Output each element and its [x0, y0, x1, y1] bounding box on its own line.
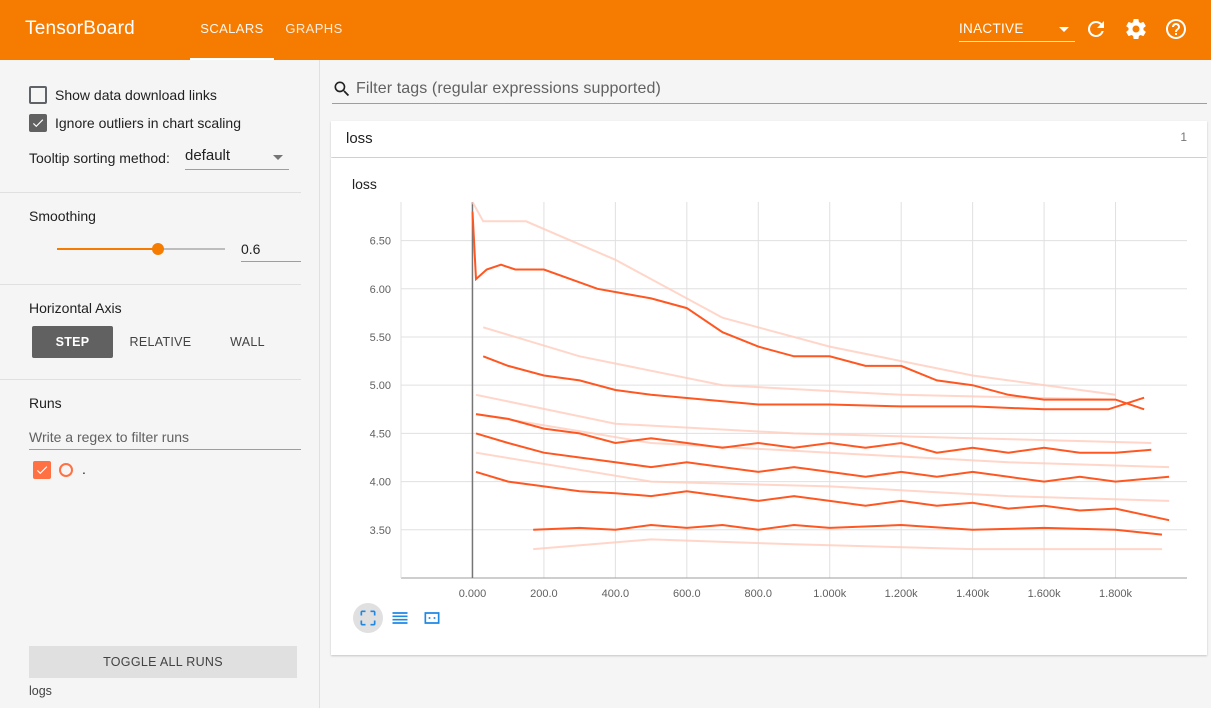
- app-title: TensorBoard: [25, 18, 135, 39]
- raw-series-line: [482, 326, 1116, 401]
- smoothed-series-line: [475, 432, 1170, 483]
- checkmark-icon: [32, 119, 44, 128]
- divider: [0, 284, 301, 285]
- run-label: .: [82, 461, 86, 477]
- x-tick-label: 400.0: [602, 588, 630, 598]
- run-checkbox[interactable]: [33, 461, 51, 479]
- runs-filter-input[interactable]: Write a regex to filter runs: [29, 426, 301, 450]
- top-app-bar: TensorBoard SCALARS GRAPHS INACTIVE: [0, 0, 1211, 60]
- raw-series-line: [475, 451, 1170, 502]
- divider: [0, 192, 301, 193]
- smoothing-slider[interactable]: [57, 243, 225, 255]
- smoothing-value-input[interactable]: 0.6: [241, 238, 301, 262]
- caret-down-icon: [273, 155, 283, 160]
- fit-domain-button[interactable]: [353, 603, 383, 633]
- runs-title: Runs: [29, 395, 62, 411]
- y-tick-label: 4.00: [370, 477, 391, 489]
- category-header-loss[interactable]: loss 1: [331, 121, 1207, 157]
- sidebar: Show data download links Ignore outliers…: [0, 60, 320, 708]
- x-tick-label: 200.0: [530, 588, 558, 598]
- smoothed-series-line: [533, 523, 1163, 536]
- x-tick-label: 1.400k: [956, 588, 990, 598]
- axis-relative-button[interactable]: RELATIVE: [129, 335, 192, 349]
- tag-filter-input[interactable]: Filter tags (regular expressions support…: [332, 76, 1207, 104]
- tooltip-sorting-select[interactable]: default: [185, 144, 289, 170]
- raw-series-line: [533, 538, 1162, 551]
- card-title: loss: [352, 176, 377, 192]
- search-icon: [334, 81, 350, 97]
- refresh-icon[interactable]: [1084, 17, 1108, 41]
- axis-step-button[interactable]: STEP: [32, 326, 113, 358]
- smoothed-series-line: [475, 413, 1152, 454]
- divider: [0, 379, 301, 380]
- smoothing-slider-fill: [57, 248, 158, 250]
- y-tick-label: 4.50: [370, 428, 391, 440]
- tooltip-sorting-label: Tooltip sorting method:: [29, 150, 170, 166]
- x-tick-label: 600.0: [673, 588, 701, 598]
- ignore-outliers-checkbox[interactable]: [29, 114, 47, 132]
- axis-wall-button[interactable]: WALL: [230, 335, 265, 349]
- x-tick-label: 1.200k: [885, 588, 919, 598]
- scalar-card: loss 0.000 200.0 400.0 600.0 800.0 1.000k 1.20…: [331, 158, 1207, 655]
- toggle-all-runs-button[interactable]: TOGGLE ALL RUNS: [29, 646, 297, 678]
- x-tick-label: 800.0: [745, 588, 773, 598]
- selection-zoom-button[interactable]: [417, 603, 447, 633]
- x-tick-label: 1.600k: [1028, 588, 1062, 598]
- x-tick-label: 1.800k: [1099, 588, 1133, 598]
- x-tick-label: 1.000k: [813, 588, 847, 598]
- caret-down-icon: [1059, 27, 1069, 32]
- help-icon[interactable]: [1164, 17, 1188, 41]
- y-tick-label: 5.00: [370, 380, 391, 392]
- log-scale-icon: [392, 612, 408, 624]
- selection-zoom-icon: [424, 612, 440, 624]
- inactive-select-value: INACTIVE: [959, 21, 1024, 36]
- y-tick-label: 6.00: [370, 284, 391, 296]
- tab-scalars[interactable]: SCALARS: [190, 0, 274, 60]
- tooltip-sorting-value: default: [185, 147, 231, 164]
- inactive-dashboards-select[interactable]: INACTIVE: [959, 14, 1075, 42]
- horizontal-axis-title: Horizontal Axis: [29, 300, 122, 316]
- x-tick-label: 0.000: [459, 588, 487, 598]
- tag-filter-placeholder: Filter tags (regular expressions support…: [356, 80, 661, 97]
- settings-icon[interactable]: [1124, 17, 1148, 41]
- category-count: 1: [1180, 130, 1187, 144]
- y-tick-label: 6.50: [370, 236, 391, 248]
- show-download-links-checkbox[interactable]: [29, 86, 47, 104]
- tab-graphs[interactable]: GRAPHS: [285, 21, 343, 36]
- raw-series-line: [471, 201, 1116, 396]
- smoothing-title: Smoothing: [29, 208, 96, 224]
- show-download-links-label: Show data download links: [55, 87, 217, 103]
- log-scale-button[interactable]: [385, 603, 415, 633]
- ignore-outliers-label: Ignore outliers in chart scaling: [55, 115, 241, 131]
- category-name: loss: [346, 130, 373, 147]
- smoothed-series-line: [475, 470, 1170, 522]
- raw-series-line: [475, 393, 1152, 444]
- y-tick-label: 5.50: [370, 332, 391, 344]
- fit-domain-icon: [360, 610, 376, 626]
- run-color-radio[interactable]: [59, 463, 73, 477]
- raw-series-line: [475, 413, 1170, 469]
- smoothed-series-line: [482, 355, 1145, 411]
- logdir-label: logs: [29, 684, 52, 698]
- smoothing-slider-knob[interactable]: [151, 243, 164, 255]
- y-tick-label: 3.50: [370, 525, 391, 537]
- loss-chart[interactable]: 0.000 200.0 400.0 600.0 800.0 1.000k 1.200k 1.4…: [331, 158, 1207, 598]
- checkmark-icon: [36, 466, 48, 475]
- smoothed-series-line: [471, 211, 1145, 411]
